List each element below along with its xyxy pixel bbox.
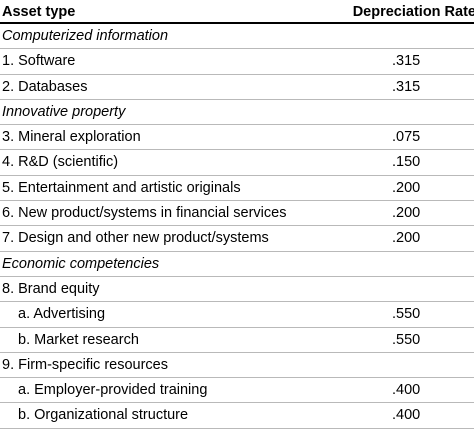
asset-type-cell: b. Organizational structure bbox=[18, 407, 189, 424]
asset-type-cell: 4. R&D (scientific) bbox=[2, 154, 119, 171]
asset-type-cell: 5. Entertainment and artistic originals bbox=[2, 179, 241, 196]
table-body: Computerized information 1. Software .315 2… bbox=[0, 24, 474, 429]
table-row: a. Employer-provided training .400 bbox=[0, 378, 474, 404]
asset-type-cell: 8. Brand equity bbox=[2, 280, 100, 297]
asset-type-cell: 6. New product/systems in financial serv… bbox=[2, 205, 287, 222]
section-header-row: Economic competencies bbox=[0, 252, 474, 277]
depreciation-rate-cell: .075 bbox=[392, 129, 421, 146]
depreciation-rate-cell: .200 bbox=[392, 230, 421, 247]
header-depreciation-rate: Depreciation Rate bbox=[352, 4, 474, 20]
table-row: 8. Brand equity bbox=[0, 277, 474, 303]
table-row: b. Organizational structure .400 bbox=[0, 403, 474, 429]
section-header-row: Innovative property bbox=[0, 100, 474, 126]
asset-type-cell: 7. Design and other new product/systems bbox=[2, 230, 269, 247]
asset-type-cell: a. Employer-provided training bbox=[18, 382, 208, 399]
asset-type-cell: 1. Software bbox=[2, 53, 76, 70]
table-row: 5. Entertainment and artistic originals.… bbox=[0, 176, 474, 202]
asset-type-cell: 9. Firm-specific resources bbox=[2, 356, 168, 373]
section-label: Computerized information bbox=[2, 28, 169, 44]
depreciation-rate-cell: .400 bbox=[392, 407, 421, 424]
table-row: 3. Mineral exploration .075 bbox=[0, 125, 474, 151]
depreciation-rate-cell: .200 bbox=[392, 205, 421, 222]
section-label: Innovative property bbox=[2, 103, 126, 120]
depreciation-rate-cell: .315 bbox=[392, 53, 421, 70]
asset-type-cell: b. Market research bbox=[18, 331, 139, 348]
section-label: Economic competencies bbox=[2, 255, 160, 272]
table-row: a. Advertising .550 bbox=[0, 302, 474, 328]
table-row: 1. Software .315 bbox=[0, 49, 474, 75]
asset-type-cell: 2. Databases bbox=[2, 78, 88, 95]
section-header-row: Computerized information bbox=[0, 24, 474, 50]
header-asset-type: Asset type bbox=[2, 4, 76, 20]
table-header-row: Asset type Depreciation Rate bbox=[0, 0, 474, 24]
depreciation-rate-cell: .550 bbox=[392, 306, 421, 323]
depreciation-rate-cell: .315 bbox=[392, 78, 421, 95]
asset-type-cell: a. Advertising bbox=[18, 306, 106, 323]
table-row: 6. New product/systems in financial serv… bbox=[0, 201, 474, 227]
depreciation-rate-cell: .150 bbox=[392, 154, 421, 171]
table-row: b. Market research .550 bbox=[0, 328, 474, 353]
table-row: 2. Databases .315 bbox=[0, 75, 474, 100]
table-row: 7. Design and other new product/systems.… bbox=[0, 226, 474, 252]
depreciation-rate-cell: .400 bbox=[392, 382, 421, 399]
asset-type-cell: 3. Mineral exploration bbox=[2, 129, 141, 146]
depreciation-rate-cell: .200 bbox=[392, 179, 421, 196]
depreciation-rate-cell: .550 bbox=[392, 331, 421, 348]
table-row: 9. Firm-specific resources bbox=[0, 353, 474, 379]
table-row: 4. R&D (scientific) .150 bbox=[0, 150, 474, 176]
